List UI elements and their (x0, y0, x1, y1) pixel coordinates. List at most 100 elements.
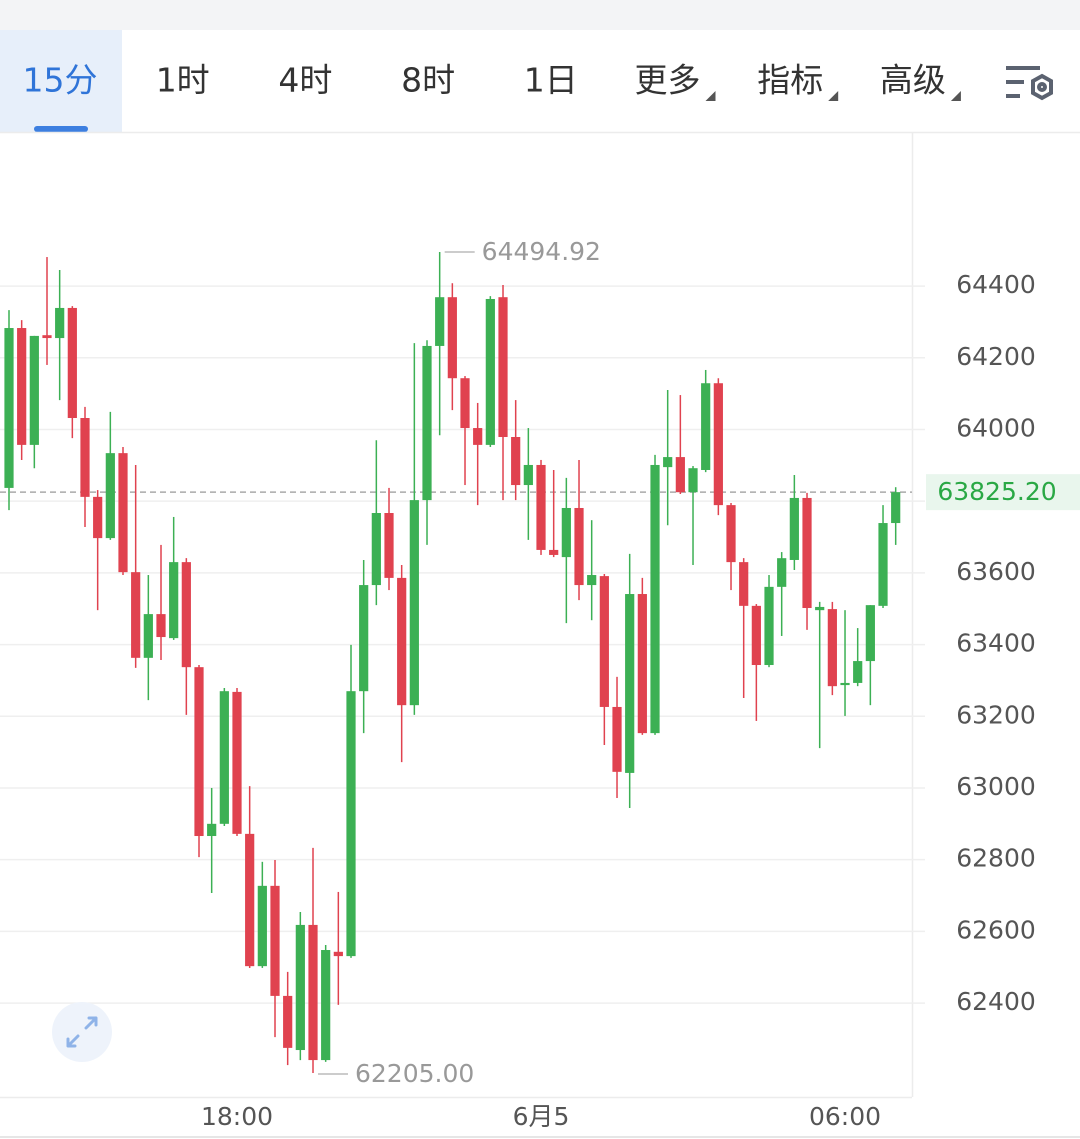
candle-body (245, 833, 255, 967)
candle-body (422, 345, 432, 501)
candle-body (29, 335, 39, 445)
candle-body (346, 691, 356, 957)
candle-body (498, 297, 508, 438)
candle-body (523, 464, 533, 486)
candle-body (650, 464, 660, 734)
candle-body (701, 383, 711, 470)
candle-body (333, 951, 343, 957)
candle-body (561, 507, 571, 558)
candle-body (371, 513, 381, 586)
candle-body (42, 335, 52, 339)
y-tick-label: 63000 (956, 772, 1036, 801)
last-price-label: 63825.20 (937, 477, 1056, 506)
candle-body (219, 691, 229, 824)
annotation-label: 62205.00 (355, 1059, 474, 1088)
active-tab-underline (34, 126, 88, 132)
y-tick-label: 64200 (956, 342, 1036, 371)
x-tick-label: 6月5 (513, 1102, 570, 1131)
y-tick-label: 63400 (956, 629, 1036, 658)
y-tick-label: 62600 (956, 915, 1036, 944)
tab[interactable]: 1日 (524, 61, 578, 100)
candle-body (675, 457, 685, 493)
tab[interactable]: 15分 (23, 61, 98, 100)
y-tick-label: 64400 (956, 270, 1036, 299)
candle-body (207, 823, 217, 837)
candle-body (447, 297, 457, 379)
candle-body (853, 661, 863, 683)
candle-body (17, 328, 27, 445)
last-price-tag (926, 474, 1080, 511)
tab[interactable]: 4时 (278, 61, 332, 100)
candle-body (131, 572, 141, 658)
dropdown-marker (828, 91, 839, 101)
dropdown-marker (705, 91, 716, 101)
candle-body (384, 513, 394, 578)
candle-body (663, 457, 673, 468)
candle-body (511, 437, 521, 486)
candle-body (473, 428, 483, 445)
candle-body (865, 605, 875, 662)
tab[interactable]: 1时 (156, 61, 210, 100)
dropdown-marker (950, 91, 961, 101)
candle-body (485, 298, 495, 445)
x-tick-label: 18:00 (201, 1102, 273, 1131)
y-tick-label: 63200 (956, 700, 1036, 729)
candle-body (536, 464, 546, 550)
toolbar: 15分 1时 4时 8时 1日 更多 指标 高级 (0, 30, 961, 132)
candle-body (688, 468, 698, 493)
annotation-label: 64494.92 (482, 237, 601, 266)
tab[interactable]: 更多 (635, 61, 701, 100)
candle-body (751, 605, 761, 666)
candle-body (156, 614, 166, 638)
candle-body (549, 549, 559, 555)
candle-body (232, 691, 242, 834)
candle-body (93, 496, 103, 539)
expand-button[interactable] (52, 1002, 112, 1062)
candle-body (612, 706, 622, 772)
y-tick-label: 62800 (956, 844, 1036, 873)
candle-body (764, 586, 774, 666)
y-tick-label: 63600 (956, 557, 1036, 586)
candle-body (409, 500, 419, 706)
candle-body (359, 585, 369, 692)
settings-icon[interactable] (1006, 66, 1053, 101)
y-tick-label: 64000 (956, 413, 1036, 442)
candle-body (827, 609, 837, 687)
candle-body (295, 924, 305, 1051)
candle-body (587, 575, 597, 586)
status-strip (0, 0, 1080, 30)
candle-body (777, 558, 787, 587)
candle-body (143, 614, 153, 658)
candle-body (435, 297, 445, 346)
candle-body (169, 562, 179, 639)
candle-body (637, 594, 647, 734)
candle-body (789, 497, 799, 560)
candle-body (105, 453, 115, 539)
expand-arrows (66, 1016, 98, 1048)
tab[interactable]: 高级 (880, 61, 946, 100)
plot: 6240062600628006300063200634006360063800… (0, 237, 1080, 1131)
candle-body (739, 562, 749, 606)
expand-circle (52, 1002, 112, 1062)
candle-body (891, 492, 901, 524)
candle-body (460, 378, 470, 429)
tab[interactable]: 指标 (757, 61, 823, 100)
candle-body (726, 505, 736, 563)
tab[interactable]: 8时 (401, 61, 455, 100)
x-tick-label: 06:00 (809, 1102, 881, 1131)
candle-body (397, 577, 407, 706)
candle-body (321, 950, 331, 1061)
candle-body (815, 606, 825, 611)
candle-body (194, 667, 204, 837)
candle-body (4, 328, 14, 488)
candle-body (118, 453, 128, 573)
candle-body (270, 885, 280, 996)
candle-body (574, 507, 584, 586)
y-tick-label: 62400 (956, 987, 1036, 1016)
candle-body (308, 924, 318, 1061)
candle-body (55, 307, 65, 339)
candle-body (181, 562, 191, 668)
candle-body (80, 418, 90, 497)
